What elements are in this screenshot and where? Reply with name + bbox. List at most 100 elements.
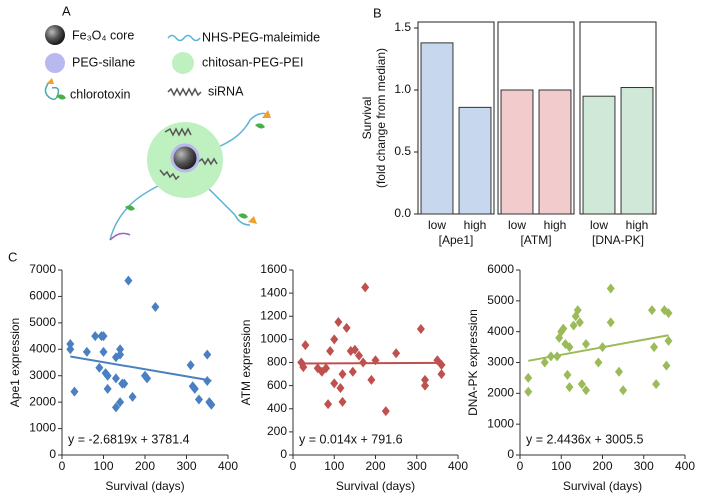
- point: [301, 340, 310, 351]
- point: [338, 369, 347, 380]
- point: [203, 349, 212, 360]
- point: [207, 399, 216, 410]
- y-tick-label: 1000: [29, 421, 56, 435]
- y-tick-label: 6000: [29, 289, 56, 303]
- point: [563, 369, 572, 380]
- x-axis-label: Survival (days): [563, 479, 642, 493]
- point: [99, 331, 108, 342]
- y-tick-label: 1.0: [394, 82, 411, 96]
- trend-line: [70, 355, 212, 382]
- point: [70, 386, 79, 397]
- x-tick-label: 200: [365, 459, 385, 473]
- point: [524, 372, 533, 383]
- point: [91, 331, 100, 342]
- x-tick-label: 0: [59, 459, 66, 473]
- x-tick-label: 100: [551, 459, 571, 473]
- point: [662, 360, 671, 371]
- facet-frame: [497, 21, 575, 215]
- x-tick-label: high: [544, 218, 567, 232]
- legend-text: chlorotoxin: [70, 87, 130, 101]
- y-tick-label: 0: [507, 447, 514, 461]
- y-tick-label: 200: [267, 424, 287, 438]
- core-icon: [45, 25, 65, 45]
- point: [664, 335, 673, 346]
- point: [99, 346, 108, 357]
- x-tick-label: high: [626, 218, 649, 232]
- point: [540, 357, 549, 368]
- y-axis-label: (fold change from median): [374, 48, 388, 188]
- point: [355, 350, 363, 361]
- y-tick-label: 1600: [260, 262, 287, 276]
- point: [116, 344, 125, 355]
- y-tick-label: 1000: [260, 332, 287, 346]
- point: [606, 283, 615, 294]
- y-tick-label: 3000: [29, 368, 56, 382]
- point: [120, 378, 129, 389]
- y-tick-label: 2000: [487, 386, 514, 400]
- point: [367, 374, 376, 385]
- x-axis-label: [DNA-PK]: [592, 233, 644, 247]
- facet-frame: [417, 21, 495, 215]
- chitosan-icon: [172, 52, 194, 74]
- y-tick-label: 6000: [487, 262, 514, 276]
- point: [324, 399, 333, 410]
- point: [66, 344, 75, 355]
- x-tick-label: 0: [517, 459, 524, 473]
- nanoparticle: [109, 110, 271, 241]
- point: [392, 348, 401, 359]
- point: [573, 305, 582, 316]
- point: [421, 380, 429, 391]
- x-tick-label: low: [508, 218, 526, 232]
- fit-equation: y = -2.6819x + 3781.4: [68, 432, 190, 446]
- y-tick-label: 1200: [260, 308, 287, 322]
- y-tick-label: 3000: [487, 355, 514, 369]
- y-tick-label: 0: [280, 447, 287, 461]
- trend-line: [528, 334, 669, 362]
- x-tick-label: 0: [290, 459, 297, 473]
- point: [569, 320, 578, 331]
- x-tick-label: low: [590, 218, 608, 232]
- legend-text: PEG-silane: [72, 55, 135, 69]
- y-tick-label: 4000: [29, 341, 56, 355]
- panel-label: C: [8, 249, 17, 264]
- chlorotoxin-icon: [44, 78, 66, 101]
- x-tick-label: 400: [675, 459, 695, 473]
- legend-text: siRNA: [208, 84, 244, 98]
- y-tick-label: 1.5: [394, 20, 411, 34]
- point: [95, 362, 104, 373]
- point: [342, 322, 351, 333]
- point: [648, 305, 656, 316]
- peg-icon: [167, 34, 201, 42]
- fit-equation: y = 2.4436x + 3005.5: [526, 432, 644, 446]
- point: [190, 383, 199, 394]
- legend-text: NHS-PEG-maleimide: [202, 30, 320, 44]
- x-axis-label: Survival (days): [336, 479, 415, 493]
- x-tick-label: 300: [176, 459, 196, 473]
- point: [350, 344, 359, 355]
- point: [416, 323, 425, 334]
- bar: [458, 106, 492, 215]
- point: [565, 342, 574, 353]
- point: [330, 378, 339, 389]
- y-tick-label: 1400: [260, 285, 287, 299]
- bar: [500, 89, 534, 215]
- point: [322, 363, 330, 374]
- point: [348, 366, 357, 377]
- y-tick-label: 0.5: [394, 144, 411, 158]
- bar: [420, 42, 454, 215]
- point: [111, 402, 120, 413]
- point: [143, 373, 152, 384]
- y-tick-label: 5000: [487, 293, 514, 307]
- y-axis-label: Survival: [360, 97, 374, 140]
- point: [664, 308, 673, 319]
- x-tick-label: 400: [448, 459, 468, 473]
- point: [652, 379, 661, 390]
- point: [421, 374, 429, 385]
- facet-frame: [579, 21, 657, 215]
- y-tick-label: 0.0: [394, 206, 411, 220]
- x-tick-label: 100: [93, 459, 113, 473]
- y-tick-label: 4000: [487, 324, 514, 338]
- sirna-icon: [167, 87, 202, 97]
- y-axis-label: Ape1 expression: [8, 318, 22, 407]
- axes: [61, 270, 228, 456]
